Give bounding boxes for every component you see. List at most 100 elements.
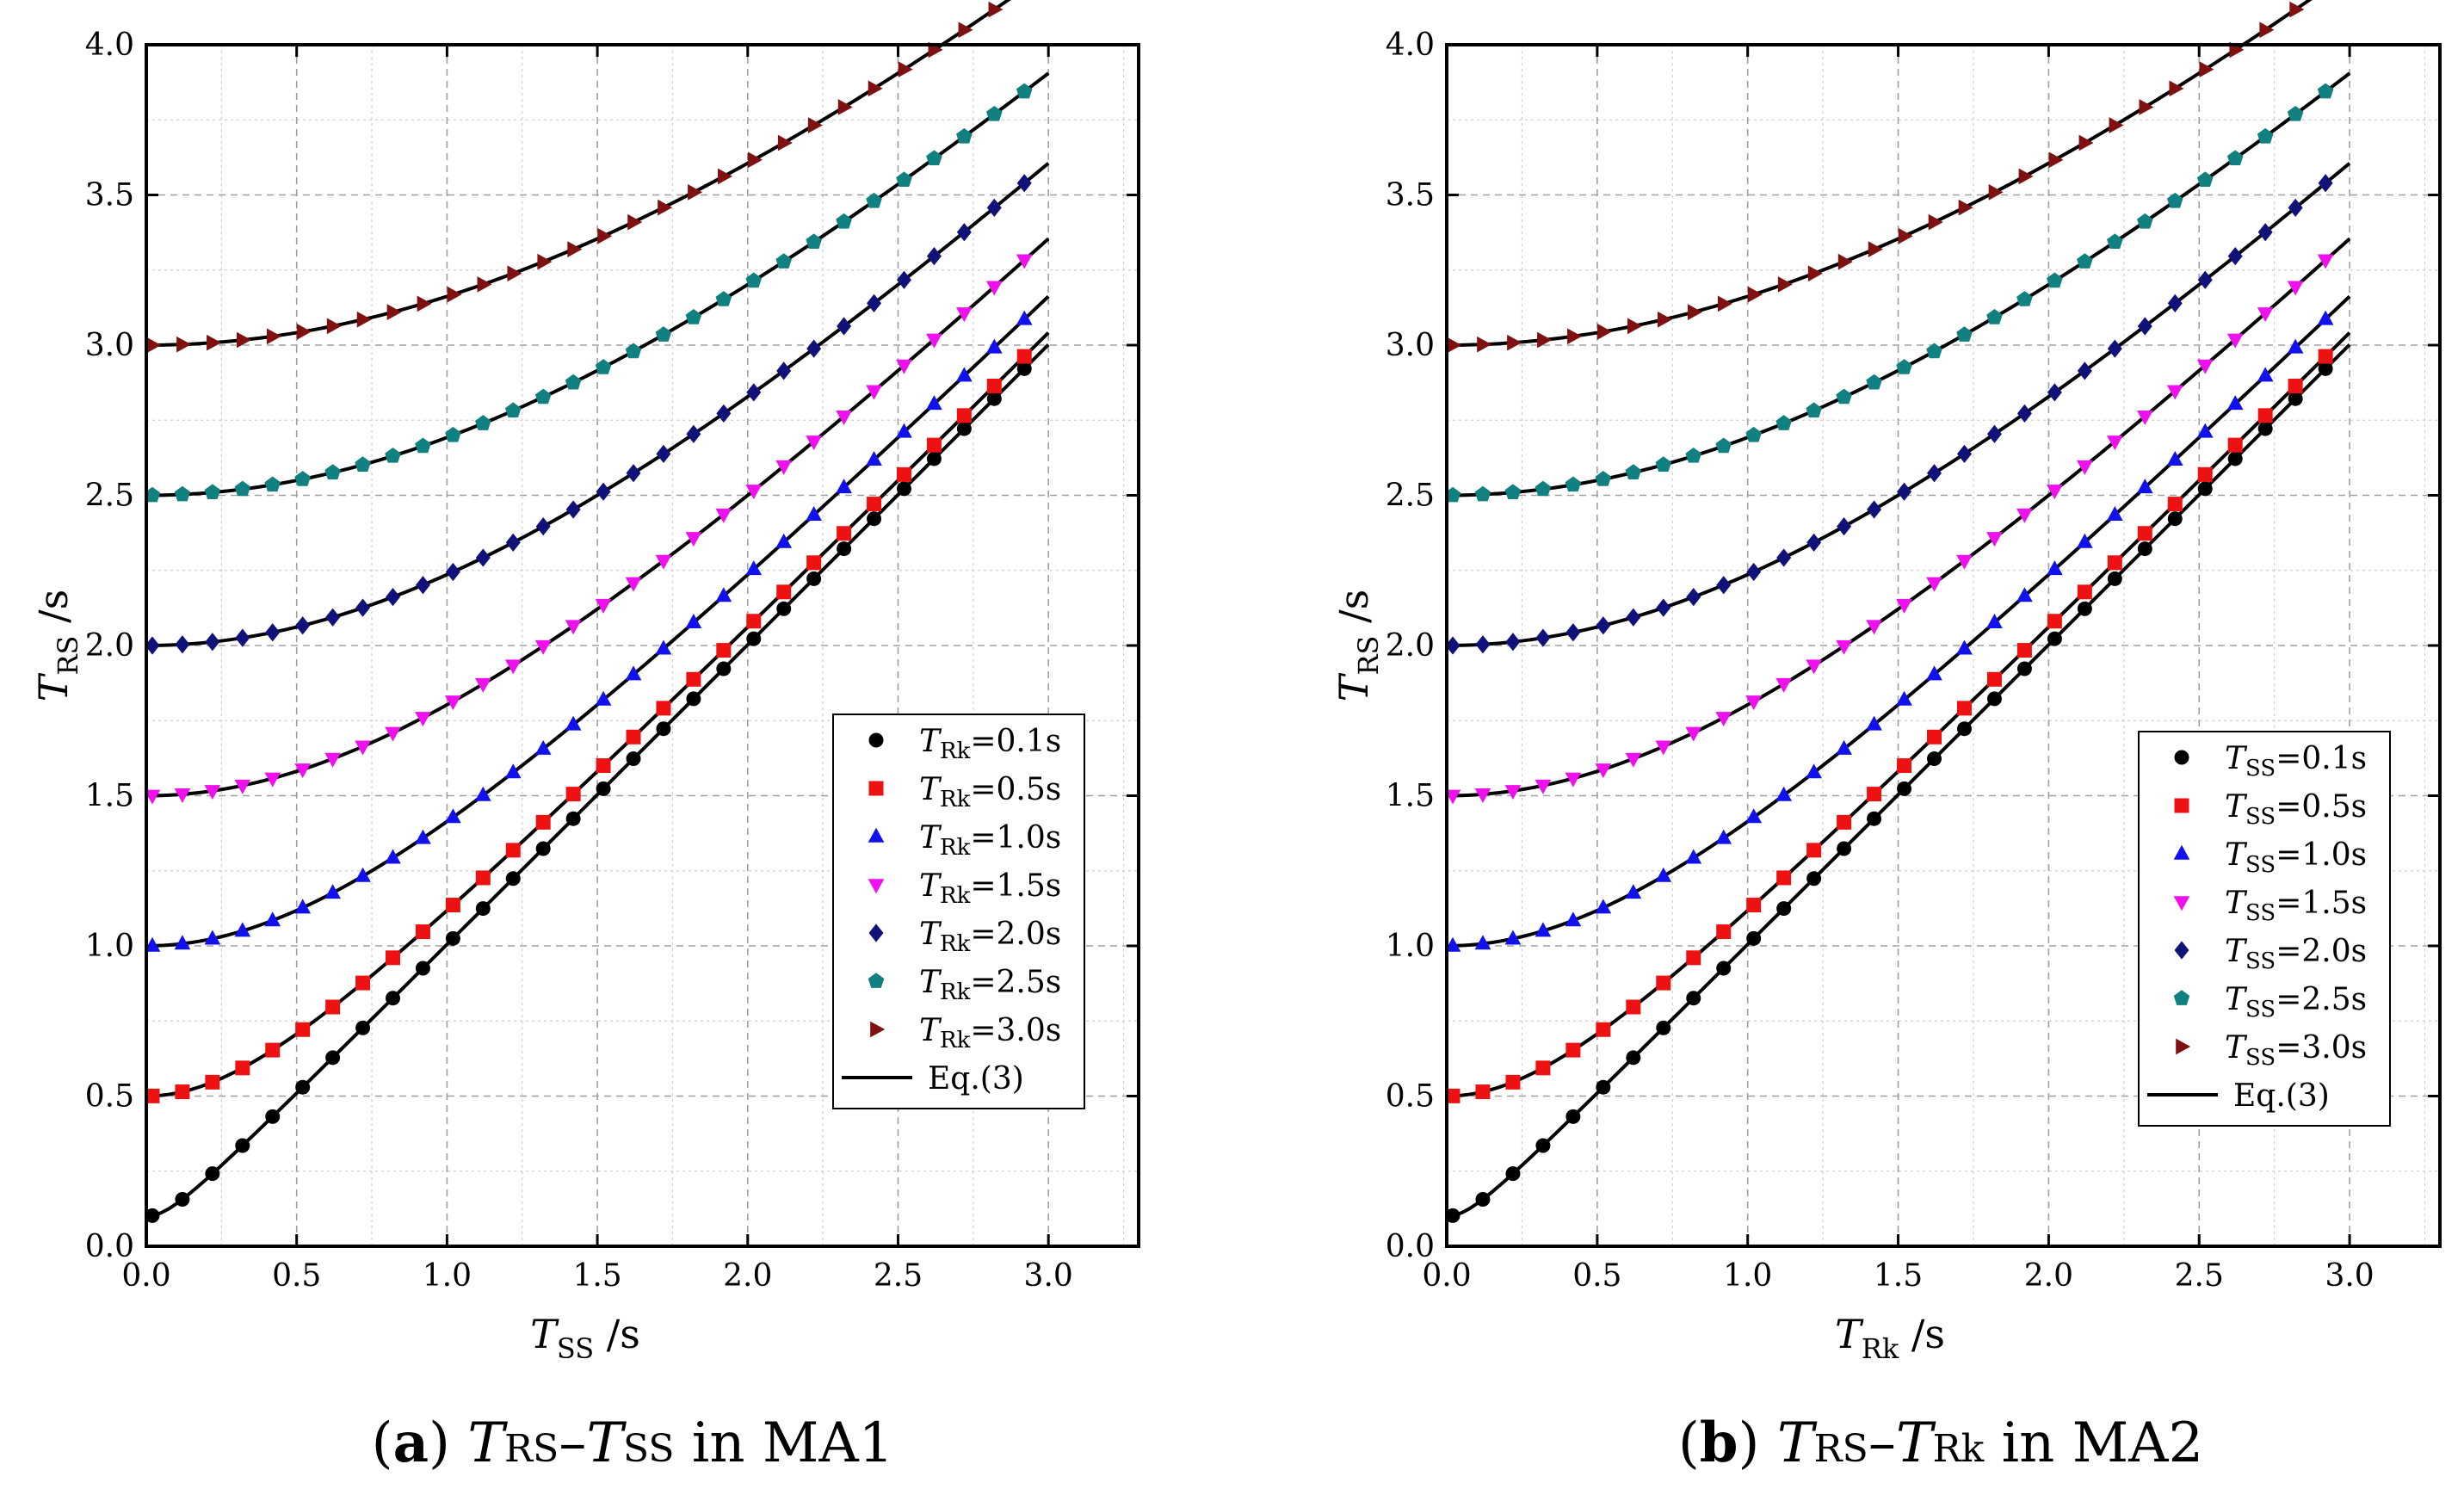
data-point — [1444, 486, 1461, 503]
data-point — [1716, 576, 1732, 595]
x-axis-title-sub: SS — [557, 1332, 594, 1365]
data-point — [1956, 326, 1973, 342]
legend-label: TRk=3.0s — [919, 1013, 1061, 1053]
legend-label-sub: SS — [2245, 756, 2276, 781]
data-point — [896, 171, 912, 188]
data-point — [595, 359, 612, 374]
data-point — [1475, 1191, 1491, 1207]
data-point — [1625, 752, 1642, 768]
data-point — [866, 192, 882, 208]
data-point — [2077, 460, 2093, 475]
data-point — [1504, 930, 1522, 945]
data-point — [986, 391, 1002, 406]
data-point — [565, 787, 581, 802]
x-tick-label: 0.0 — [121, 1258, 170, 1294]
data-point — [265, 1109, 281, 1124]
data-point — [1986, 309, 2003, 324]
data-point — [1504, 785, 1522, 800]
legend-label-rest: =0.1s — [970, 724, 1061, 759]
legend-label-main: T — [919, 820, 942, 856]
legend-label: TRk=0.1s — [919, 724, 1061, 764]
data-point — [1444, 789, 1461, 805]
legend-label: TRk=2.0s — [919, 917, 1061, 957]
data-point — [474, 786, 491, 801]
data-point — [1655, 867, 1672, 882]
legend-label-sub: SS — [2245, 900, 2276, 926]
data-point — [775, 253, 793, 269]
legend-label-sub: SS — [2245, 1045, 2276, 1071]
data-point — [806, 506, 823, 522]
data-point — [715, 587, 732, 602]
data-point — [1715, 437, 1732, 454]
legend-label-rest: =0.5s — [970, 772, 1061, 807]
x-tick-label: 2.0 — [2024, 1258, 2073, 1294]
y-axis-title-sub: RS — [1352, 636, 1385, 676]
data-point — [1776, 548, 1792, 567]
legend-label-rest: =1.0s — [970, 820, 1061, 856]
data-point — [716, 661, 732, 676]
data-point — [626, 464, 641, 483]
data-point — [294, 763, 312, 779]
data-point — [958, 22, 973, 39]
legend-label-sub: Rk — [940, 1028, 971, 1053]
x-tick-label: 2.0 — [723, 1258, 772, 1294]
legend-marker — [868, 924, 884, 942]
legend-label-main: T — [2225, 886, 2248, 921]
caption-y-main: T — [467, 1412, 508, 1475]
data-point — [534, 639, 552, 655]
data-point — [956, 421, 972, 436]
data-point — [776, 584, 792, 600]
data-point — [2166, 192, 2183, 208]
data-point — [1837, 253, 1853, 270]
plot-frame — [145, 43, 1140, 1248]
data-point — [867, 293, 882, 312]
data-point — [1655, 740, 1672, 756]
data-point — [264, 911, 281, 927]
data-point — [1806, 659, 1822, 675]
data-point — [837, 317, 852, 336]
data-point — [1445, 1208, 1460, 1223]
data-point — [234, 922, 251, 937]
data-point — [445, 695, 461, 711]
data-point — [686, 691, 701, 707]
data-point — [1656, 1020, 1671, 1035]
data-point — [1625, 884, 1642, 899]
data-point — [534, 388, 552, 405]
data-point — [294, 899, 312, 914]
data-point — [718, 168, 733, 185]
data-point — [775, 460, 793, 475]
x-tick-label: 2.5 — [874, 1258, 923, 1294]
data-point — [1596, 1022, 1611, 1037]
data-point — [265, 623, 281, 642]
data-point — [144, 789, 161, 805]
data-point — [1656, 975, 1671, 991]
data-point — [1777, 276, 1793, 293]
plot-frame — [1445, 43, 2442, 1248]
y-axis-title: TRS /s — [1331, 590, 1385, 701]
data-point — [565, 620, 582, 635]
data-point — [235, 628, 250, 647]
data-point — [836, 479, 852, 494]
legend-label: TRk=2.5s — [919, 965, 1061, 1005]
data-point — [175, 1191, 190, 1207]
data-point — [806, 571, 822, 586]
data-point — [1898, 227, 1913, 244]
data-point — [144, 936, 161, 952]
y-tick-label: 2.5 — [1386, 479, 1435, 514]
data-point — [355, 975, 371, 991]
legend: TRk=0.1sTRk=0.5sTRk=1.0sTRk=1.5sTRk=2.0s… — [832, 714, 1085, 1109]
caption-suffix: in MA2 — [1984, 1412, 2203, 1475]
data-point — [1016, 83, 1033, 99]
series-3 — [1444, 254, 2334, 805]
data-point — [356, 311, 372, 328]
legend-label-rest: =2.5s — [970, 965, 1061, 1000]
data-point — [174, 935, 191, 950]
data-point — [1746, 898, 1762, 913]
legend-marker — [868, 973, 885, 988]
data-point — [175, 1084, 190, 1100]
data-point — [565, 374, 582, 390]
data-point — [1956, 701, 1972, 716]
data-point — [325, 1050, 341, 1066]
y-tick-label: 0.0 — [1386, 1229, 1435, 1264]
data-point — [2107, 555, 2122, 571]
